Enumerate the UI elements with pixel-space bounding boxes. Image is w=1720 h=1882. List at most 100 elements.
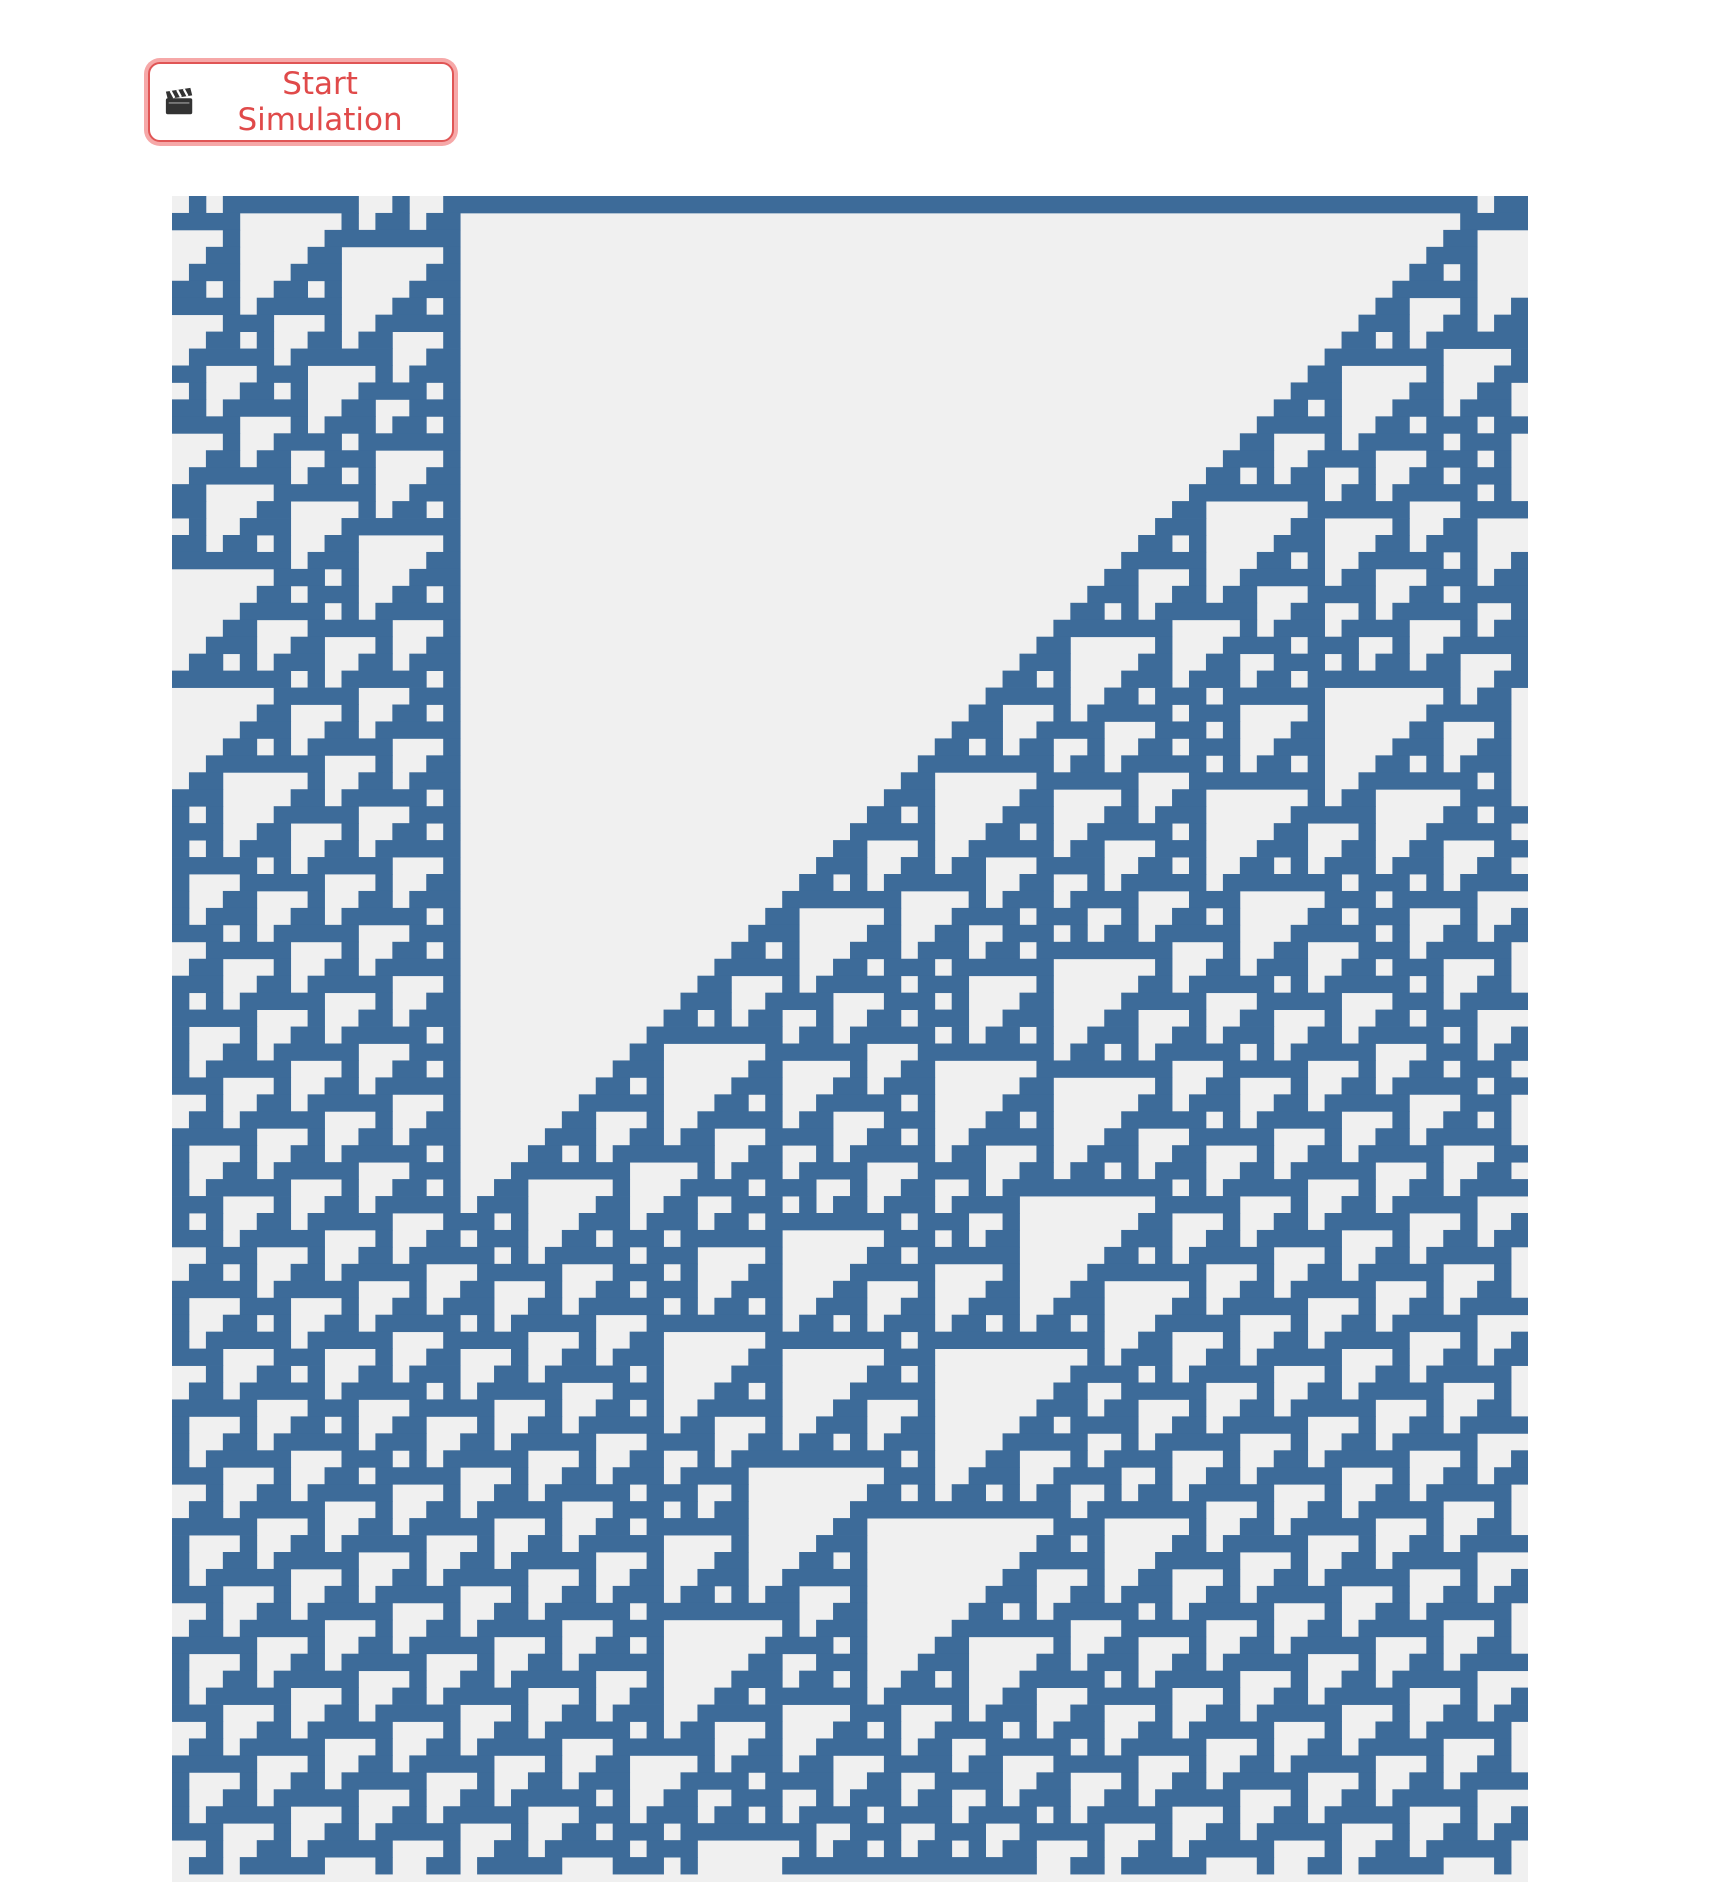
live-cell-run: [341, 941, 359, 960]
live-cell-run: [188, 958, 224, 977]
live-cell-run: [1036, 907, 1088, 926]
live-cell-run: [409, 687, 461, 705]
live-cell-run: [1222, 1111, 1241, 1129]
live-cell-run: [1189, 670, 1241, 688]
live-cell-run: [1189, 535, 1207, 553]
live-cell-run: [1002, 1213, 1020, 1231]
start-simulation-label: Start Simulation: [237, 66, 403, 138]
live-cell-run: [358, 1518, 393, 1536]
live-cell-run: [273, 568, 325, 587]
live-cell-run: [612, 1145, 715, 1163]
live-cell-run: [561, 1111, 597, 1129]
live-cell-run: [1477, 382, 1512, 400]
live-cell-run: [307, 1484, 393, 1502]
live-cell-run: [1290, 1399, 1376, 1417]
live-cell-run: [443, 501, 461, 519]
live-cell-run: [612, 1467, 664, 1485]
live-cell-run: [392, 1179, 427, 1197]
live-cell-run: [595, 1636, 631, 1655]
live-cell-run: [1494, 1043, 1528, 1061]
live-cell-run: [883, 1314, 936, 1333]
live-cell-run: [917, 1484, 936, 1502]
live-cell-run: [850, 1670, 868, 1688]
live-cell-run: [511, 1213, 529, 1231]
live-cell-run: [917, 1162, 986, 1180]
live-cell-run: [392, 1416, 427, 1434]
live-cell-run: [731, 1077, 783, 1095]
live-cell-run: [1409, 1060, 1444, 1078]
live-cell-run: [1307, 789, 1325, 807]
live-cell-run: [205, 1331, 292, 1349]
live-cell-run: [273, 1433, 359, 1451]
live-cell-run: [1392, 738, 1444, 756]
live-cell-run: [1189, 1179, 1207, 1197]
live-cell-run: [1002, 1484, 1020, 1502]
live-cell-run: [205, 636, 258, 655]
live-cell-run: [1256, 1501, 1275, 1519]
live-cell-run: [1460, 433, 1512, 451]
live-cell-run: [172, 1704, 224, 1722]
live-cell-run: [1409, 1772, 1444, 1790]
live-cell-run: [1036, 721, 1105, 739]
live-cell-run: [1205, 1704, 1241, 1722]
live-cell-run: [409, 1789, 427, 1807]
live-cell-run: [443, 975, 461, 994]
live-cell-run: [1239, 433, 1275, 451]
live-cell-run: [850, 1433, 868, 1451]
live-cell-run: [697, 1568, 749, 1587]
live-cell-run: [527, 1653, 563, 1672]
live-cell-run: [307, 738, 393, 756]
live-cell-run: [443, 1484, 461, 1502]
live-cell-run: [222, 535, 258, 553]
live-cell-run: [917, 1280, 936, 1299]
live-cell-run: [239, 1111, 325, 1129]
live-cell-run: [1392, 636, 1410, 655]
live-cell-run: [341, 1568, 359, 1587]
live-cell-run: [1392, 857, 1444, 875]
live-cell-run: [1494, 314, 1528, 332]
live-cell-run: [561, 1229, 597, 1248]
live-cell-run: [1273, 653, 1325, 671]
live-cell-run: [188, 1111, 224, 1129]
live-cell-run: [1460, 755, 1512, 773]
live-cell-run: [765, 1687, 868, 1705]
live-cell-run: [1494, 772, 1512, 790]
live-cell-run: [1426, 755, 1444, 773]
live-cell-run: [239, 602, 325, 621]
live-cell-run: [1036, 1484, 1071, 1502]
live-cell-run: [205, 331, 241, 349]
live-cell-run: [307, 331, 342, 349]
live-cell-run: [1426, 1043, 1478, 1061]
live-cell-run: [239, 1857, 325, 1875]
live-cell-run: [816, 1653, 868, 1672]
live-cell-run: [934, 1823, 986, 1841]
live-cell-run: [1477, 1162, 1512, 1180]
live-cell-run: [358, 890, 393, 909]
live-cell-run: [697, 1162, 715, 1180]
live-cell-run: [1443, 314, 1478, 332]
start-simulation-button[interactable]: Start Simulation: [148, 62, 454, 142]
live-cell-run: [917, 1009, 970, 1027]
live-cell-run: [1087, 1348, 1105, 1366]
live-cell-run: [816, 975, 902, 994]
live-cell-run: [968, 1840, 986, 1858]
live-cell-run: [1222, 1331, 1241, 1349]
live-cell-run: [866, 924, 902, 943]
live-cell-run: [239, 382, 275, 400]
live-cell-run: [1426, 568, 1478, 587]
live-cell-run: [426, 1619, 461, 1638]
live-cell-run: [1358, 1535, 1376, 1553]
live-cell-run: [1222, 1416, 1309, 1434]
live-cell-run: [1104, 1246, 1139, 1265]
live-cell-run: [256, 1721, 292, 1739]
live-cell-run: [409, 1450, 427, 1468]
live-cell-run: [341, 1450, 393, 1468]
live-cell-run: [1273, 1331, 1309, 1349]
live-cell-run: [1494, 1263, 1512, 1282]
live-cell-run: [1358, 1653, 1376, 1672]
live-cell-run: [561, 1704, 597, 1722]
live-cell-run: [1290, 1043, 1376, 1061]
live-cell-run: [205, 1568, 292, 1587]
live-cell-run: [951, 958, 1054, 977]
live-cell-run: [1324, 1602, 1342, 1621]
